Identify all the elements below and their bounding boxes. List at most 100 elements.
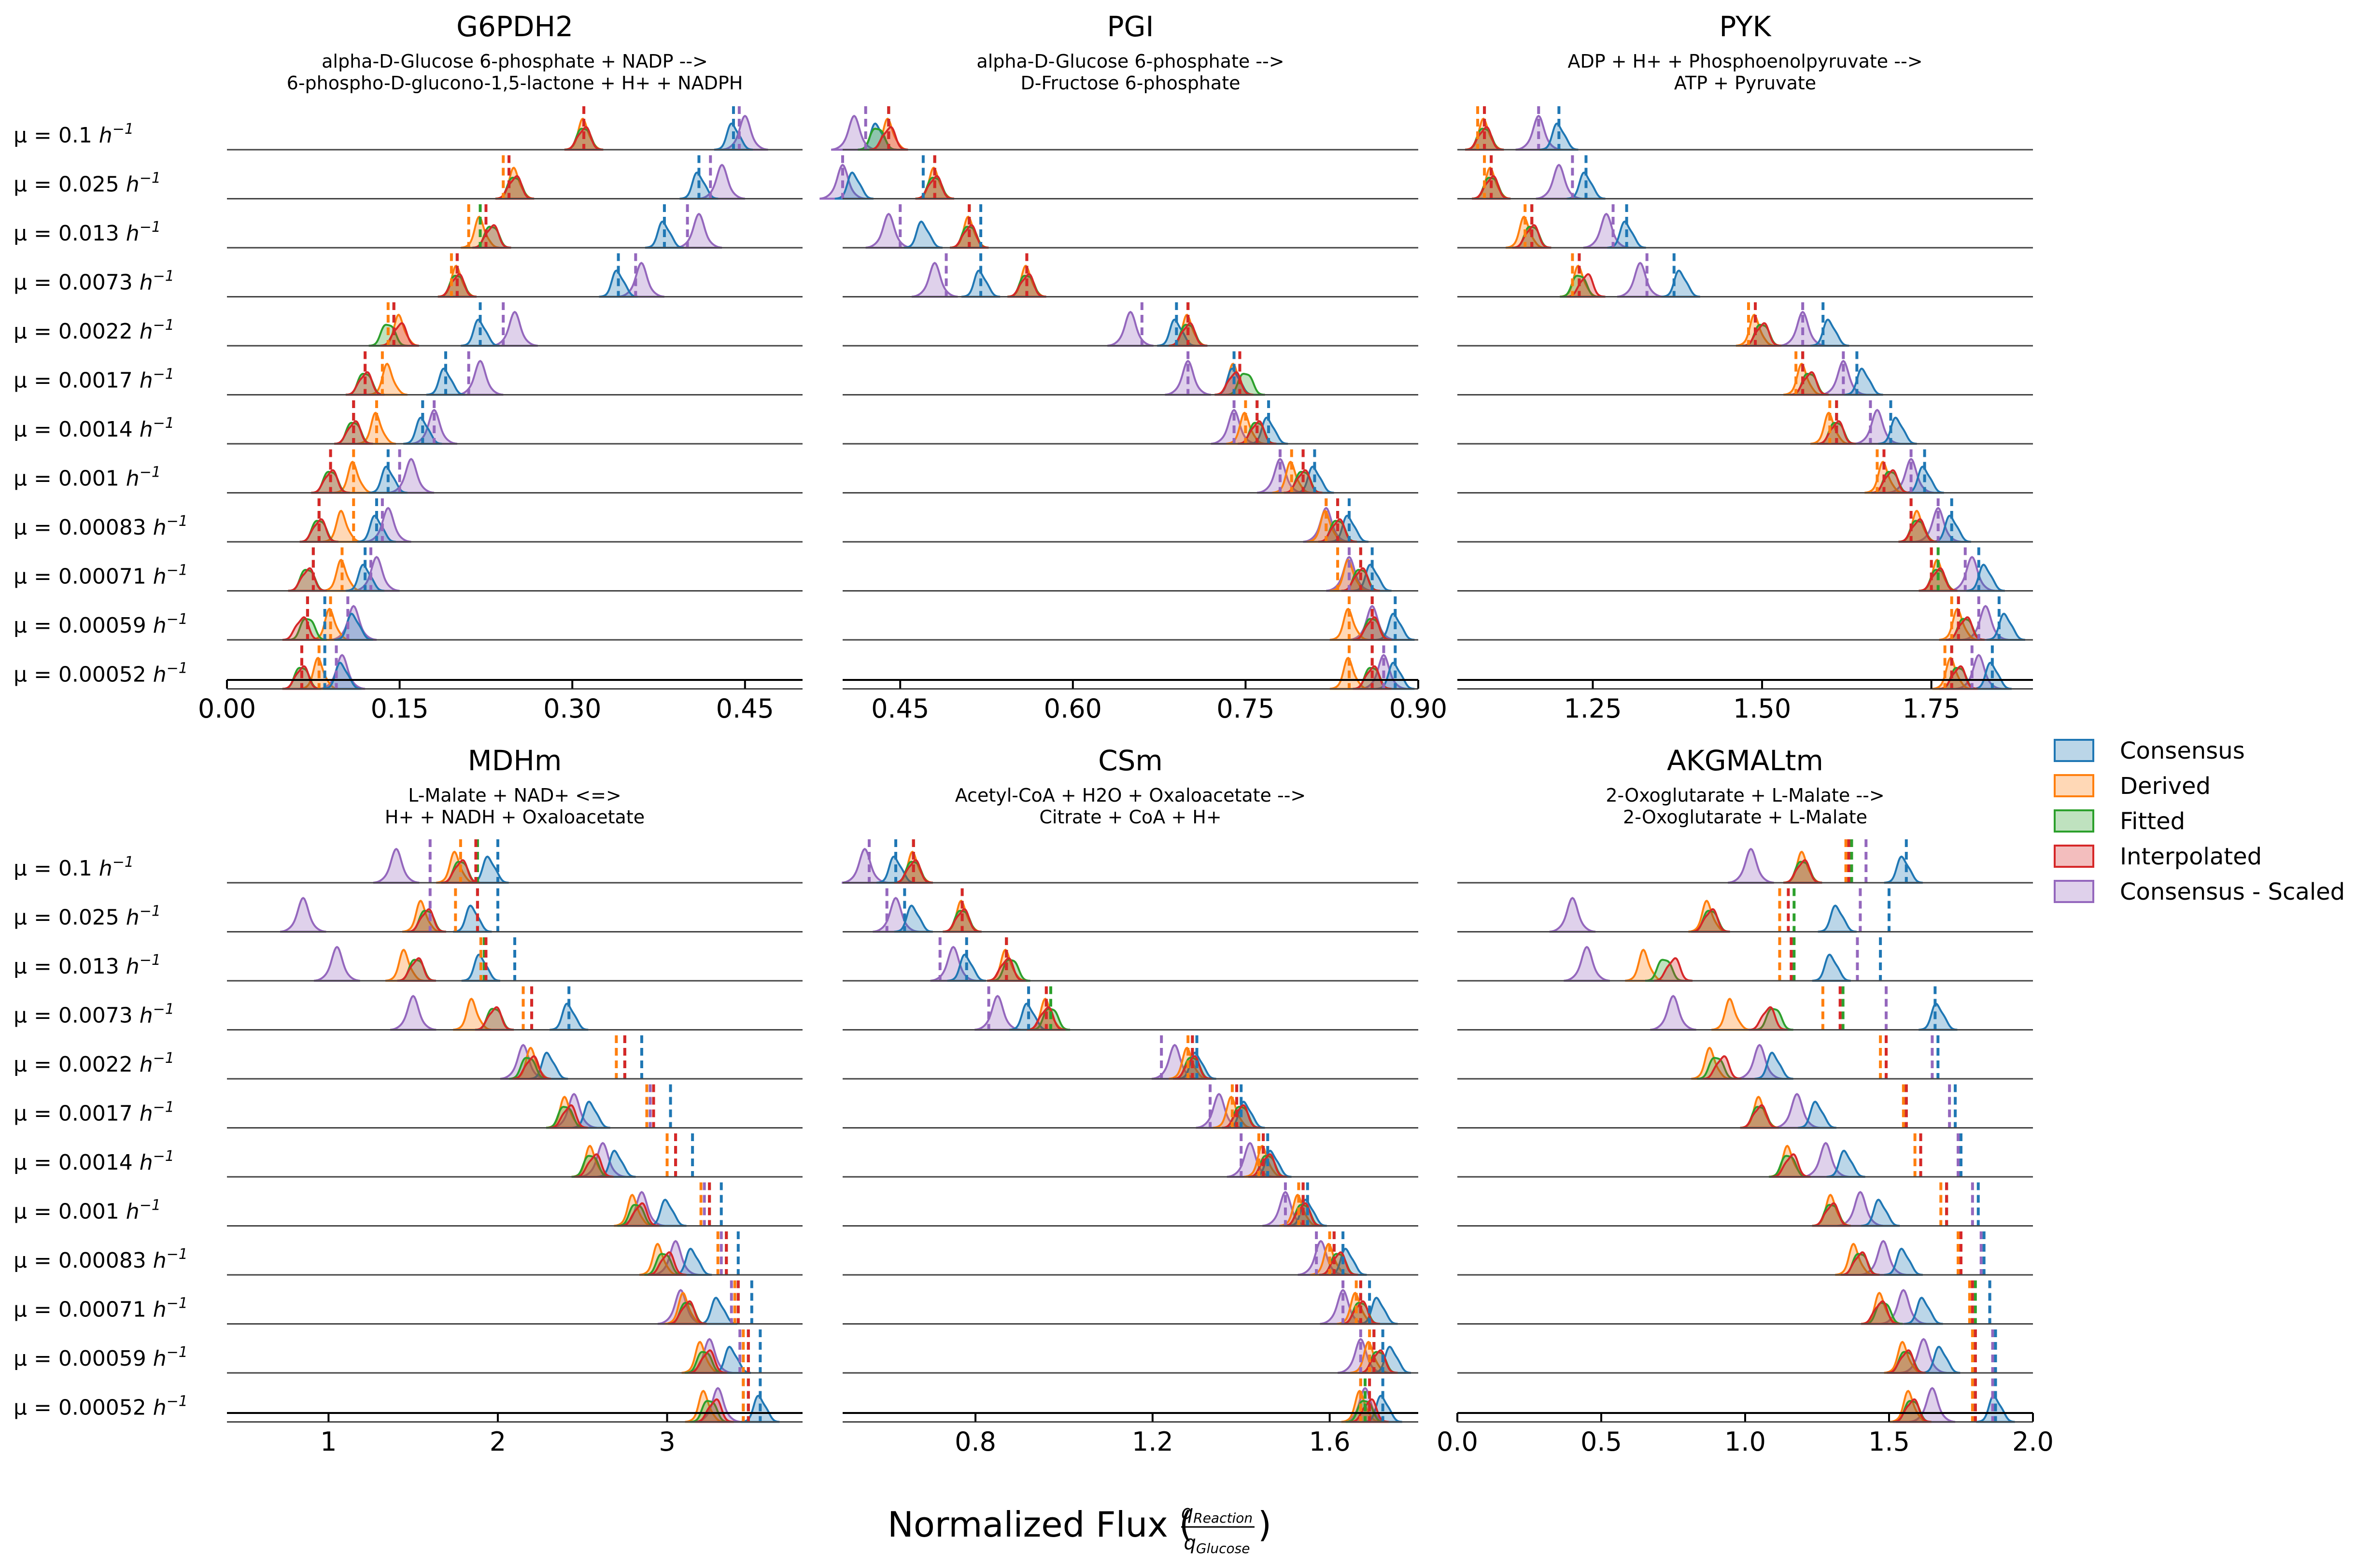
panel-pgi: PGI alpha-D-Glucose 6-phosphate -->D-Fruc… xyxy=(819,10,1447,724)
ridge-row xyxy=(1457,1084,2033,1129)
density-consensus-scaled xyxy=(280,897,326,933)
density-derived xyxy=(1884,1341,1923,1374)
density-consensus xyxy=(1661,269,1700,298)
density-interpolated xyxy=(1691,908,1730,933)
ridge-row xyxy=(227,1280,803,1325)
panels-group: G6PDH2 alpha-D-Glucose 6-phosphate + NADP… xyxy=(14,10,2054,1457)
panel-akgmaltm: AKGMALtm 2-Oxoglutarate + L-Malate -->2-O… xyxy=(1437,744,2054,1457)
density-consensus-scaled xyxy=(1949,556,1995,592)
density-consensus xyxy=(1966,564,2005,592)
density-consensus xyxy=(529,1051,568,1080)
ridge-row xyxy=(227,498,803,543)
ridge-row xyxy=(227,449,803,494)
density-consensus-scaled xyxy=(1837,1191,1884,1227)
density-consensus xyxy=(1226,1101,1265,1129)
density-derived xyxy=(1711,998,1750,1031)
density-consensus-scaled xyxy=(1564,946,1610,982)
density-interpolated xyxy=(1653,957,1693,982)
density-interpolated xyxy=(1887,1349,1926,1374)
ridge-row xyxy=(227,1035,803,1080)
row-label: μ = 0.00071 h−1 xyxy=(14,1295,188,1322)
density-consensus xyxy=(323,662,362,690)
density-derived xyxy=(614,1194,653,1227)
density-interpolated xyxy=(648,1251,687,1276)
ridge-row xyxy=(843,986,1418,1031)
density-interpolated xyxy=(695,1398,734,1423)
density-consensus xyxy=(1986,612,2025,641)
density-derived xyxy=(385,948,424,982)
density-consensus-scaled xyxy=(1107,311,1154,347)
density-consensus-scaled xyxy=(1650,995,1696,1031)
ridge-row xyxy=(1457,1378,2033,1423)
panel-title: MDHm xyxy=(468,744,562,777)
legend-label: Interpolated xyxy=(2120,843,2262,870)
row-label: μ = 0.0073 h−1 xyxy=(14,1001,174,1028)
density-consensus xyxy=(1818,904,1857,933)
density-interpolated xyxy=(475,1006,514,1031)
density-interpolated xyxy=(1772,1153,1811,1178)
ridge-row xyxy=(1457,1231,2033,1276)
row-label: μ = 0.00083 h−1 xyxy=(14,513,188,540)
legend-swatch xyxy=(2054,774,2094,797)
x-tick-label: 0.00 xyxy=(198,693,256,724)
ridge-row xyxy=(227,596,803,641)
ridge-row xyxy=(1457,449,2033,494)
ridge-row xyxy=(227,888,803,933)
panel-title: AKGMALtm xyxy=(1667,744,1823,777)
row-label: μ = 0.0017 h−1 xyxy=(14,1099,174,1126)
ridge-row xyxy=(1457,106,2033,151)
density-consensus-scaled xyxy=(1536,164,1582,200)
x-axis-label: Normalized Flux ( qReaction qGlucose ) xyxy=(888,1501,1271,1556)
row-label: μ = 0.025 h−1 xyxy=(14,170,161,197)
legend-entry: Interpolated xyxy=(2054,843,2262,870)
row-label: μ = 0.0022 h−1 xyxy=(14,317,174,344)
legend-entry: Consensus xyxy=(2054,737,2245,764)
density-interpolated xyxy=(397,957,436,982)
row-label: μ = 0.001 h−1 xyxy=(14,1197,161,1224)
ridge-row xyxy=(1457,351,2033,396)
ridge-row xyxy=(1457,839,2033,884)
density-consensus-scaled xyxy=(1860,1240,1906,1276)
row-label: μ = 0.00083 h−1 xyxy=(14,1246,188,1273)
x-tick-label: 0.30 xyxy=(543,693,601,724)
row-label: μ = 0.0017 h−1 xyxy=(14,366,174,393)
ridge-row xyxy=(1457,155,2033,200)
density-interpolated xyxy=(1892,1398,1932,1423)
density-derived xyxy=(1890,1390,1929,1423)
density-interpolated xyxy=(1812,1202,1851,1227)
legend-entry: Fitted xyxy=(2054,808,2185,835)
density-interpolated xyxy=(407,908,446,933)
panel-pyk: PYK ADP + H+ + Phosphoenolpyruvate -->ATP… xyxy=(1457,10,2033,724)
ridge-row xyxy=(843,1035,1418,1080)
ridge-row xyxy=(227,155,803,200)
density-consensus xyxy=(1878,416,1917,445)
ridge-row xyxy=(1457,302,2033,347)
ridge-row xyxy=(819,155,1418,200)
density-consensus-scaled xyxy=(1736,1044,1783,1080)
density-consensus-scaled xyxy=(1617,262,1664,298)
x-tick-label: 1.2 xyxy=(1132,1427,1173,1457)
ridge-row xyxy=(227,1329,803,1374)
ridge-row xyxy=(843,449,1418,494)
ridge-row xyxy=(1457,986,2033,1031)
density-consensus-scaled xyxy=(1298,1240,1344,1276)
panel-subtitle: 6-phospho-D-glucono-1,5-lactone + H+ + N… xyxy=(287,72,743,94)
panel-subtitle: 2-Oxoglutarate + L-Malate xyxy=(1623,806,1867,828)
density-derived xyxy=(639,1243,678,1276)
density-interpolated xyxy=(1566,273,1606,298)
ridge-row xyxy=(1457,253,2033,298)
density-consensus xyxy=(1844,367,1883,396)
ridge-row xyxy=(1457,204,2033,249)
ridge-row xyxy=(227,204,803,249)
density-consensus xyxy=(1921,1345,1961,1374)
density-consensus-scaled xyxy=(974,995,1021,1031)
density-consensus xyxy=(1884,1247,1923,1276)
ridge-row xyxy=(1457,596,2033,641)
density-interpolated xyxy=(1749,1006,1788,1031)
ridge-row xyxy=(1457,1182,2033,1227)
row-label: μ = 0.00052 h−1 xyxy=(14,660,188,687)
ridge-row xyxy=(843,204,1418,249)
density-consensus xyxy=(1372,1345,1411,1374)
x-tick-label: 1.5 xyxy=(1868,1427,1910,1457)
density-consensus-scaled xyxy=(457,360,504,396)
